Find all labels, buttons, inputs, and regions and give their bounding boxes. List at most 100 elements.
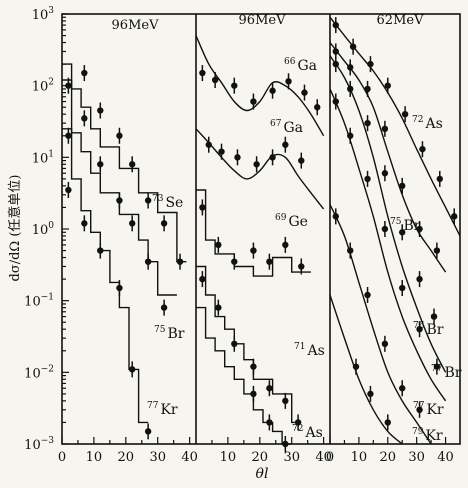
data-point-72As [282, 440, 289, 448]
data-point-72As [384, 82, 391, 89]
data-point-79Kr [384, 419, 391, 426]
x-axis: 0 10 20 30 40 10 20 30 400 10 20 30 40 [58, 437, 454, 465]
data-point-77Kr [416, 406, 423, 414]
data-point-72As [367, 60, 374, 68]
data-point-67Ga [282, 141, 289, 148]
data-point-67Ga [298, 157, 305, 164]
data-point-77Kr [97, 247, 104, 254]
x-tick-label: 0 [326, 450, 334, 465]
data-point-66Ga [314, 104, 321, 111]
data-point-77Br [416, 325, 423, 333]
panel-energy-label: 96MeV [239, 13, 287, 28]
data-point-69Ge [282, 241, 289, 249]
data-point-76Br [399, 229, 406, 236]
data-point-75Br [97, 161, 104, 168]
x-tick-label: 30 [408, 450, 425, 465]
x-tick-label: 30 [283, 450, 300, 465]
data-point-77Br [332, 98, 339, 105]
data-point-75Br [416, 225, 423, 233]
fit-curve-66Ga [195, 35, 325, 137]
data-point-73Se [144, 197, 152, 204]
data-point-76Br [347, 85, 354, 93]
x-tick-label: 40 [437, 450, 454, 465]
fit-step-73Se [62, 63, 187, 263]
data-point-66Ga [231, 82, 238, 89]
data-point-77Br [381, 225, 389, 233]
data-point-79Kr [367, 390, 374, 398]
data-point-72As [349, 43, 357, 50]
fit-step-69Ge [196, 189, 311, 277]
data-point-69Ge [231, 258, 238, 265]
data-point-71As [250, 363, 257, 370]
panel-energy-label: 62MeV [377, 13, 425, 28]
fit-curve-76Br [329, 55, 447, 373]
series-label-76Br: 76 Br [413, 321, 444, 338]
data-point-73Se [97, 107, 104, 114]
fit-lines [62, 16, 461, 445]
data-point-77Br [364, 175, 371, 183]
data-point-75Br [332, 48, 339, 55]
data-point-75Br [116, 197, 123, 204]
x-tick-label: 40 [315, 450, 332, 465]
data-point-77Kr [364, 291, 371, 299]
data-point-75Br [160, 304, 168, 311]
data-point-72As [419, 145, 426, 153]
x-tick-label: 30 [149, 450, 166, 465]
data-point-77Kr [144, 428, 152, 435]
series-label-72As: 72 As [292, 424, 323, 441]
data-point-77Kr [81, 220, 88, 227]
data-point-73Se [128, 161, 136, 168]
data-point-76Br [430, 313, 438, 320]
data-point-77Kr [332, 213, 339, 220]
data-point-72As [451, 213, 458, 220]
x-tick-label: 40 [181, 450, 198, 465]
series-label-71As: 71 As [294, 342, 325, 359]
data-point-77Br [347, 132, 354, 139]
x-axis-label: θl [256, 466, 269, 482]
series-label-79Kr: 79 Kr [412, 427, 443, 444]
data-point-71As [231, 340, 238, 348]
data-point-67Ga [234, 154, 241, 161]
data-point-77Br [433, 363, 441, 370]
data-point-69Ge [199, 204, 206, 211]
series-label-75Br: 75 Br [390, 217, 421, 234]
data-point-77Kr [381, 340, 389, 348]
data-point-77Br [399, 284, 406, 292]
data-point-76Br [416, 275, 423, 283]
data-point-75Br [381, 125, 389, 133]
x-tick-label: 10 [220, 450, 237, 465]
x-tick-label: 0 [58, 450, 66, 465]
data-point-66Ga [269, 87, 276, 94]
series-label-77Kr: 77 Kr [413, 401, 444, 418]
data-point-66Ga [199, 69, 206, 77]
data-point-76Br [364, 119, 371, 127]
data-point-71As [294, 419, 302, 426]
fit-curve-67Ga [195, 128, 325, 210]
series-label-77Br: 77 Br [431, 364, 462, 381]
data-point-75Br [364, 85, 371, 93]
x-tick-label: 20 [118, 450, 135, 465]
y-axis-label: dσ/dΩ (任意单位) [7, 175, 23, 282]
data-point-66Ga [250, 98, 257, 105]
data-point-73Se [81, 69, 88, 77]
data-point-73Se [176, 258, 184, 265]
data-point-72As [250, 390, 257, 398]
series-label-77Kr: 77 Kr [147, 401, 178, 418]
data-point-71As [199, 275, 206, 283]
series-label-69Ge: 69 Ge [275, 213, 308, 230]
data-point-77Kr [65, 186, 72, 194]
data-point-71As [215, 304, 222, 311]
data-point-66Ga [301, 89, 308, 96]
fit-step-71As [196, 265, 302, 424]
data-point-71As [266, 385, 273, 392]
x-tick-label: 20 [380, 450, 397, 465]
data-point-77Kr [128, 366, 136, 373]
x-tick-label: 10 [86, 450, 103, 465]
data-point-75Br [347, 64, 354, 71]
series-label-73Se: 73 Se [152, 194, 183, 211]
data-points [65, 17, 458, 452]
data-point-67Ga [253, 161, 260, 168]
data-point-73Se [160, 220, 168, 227]
data-point-76Br [332, 60, 339, 68]
